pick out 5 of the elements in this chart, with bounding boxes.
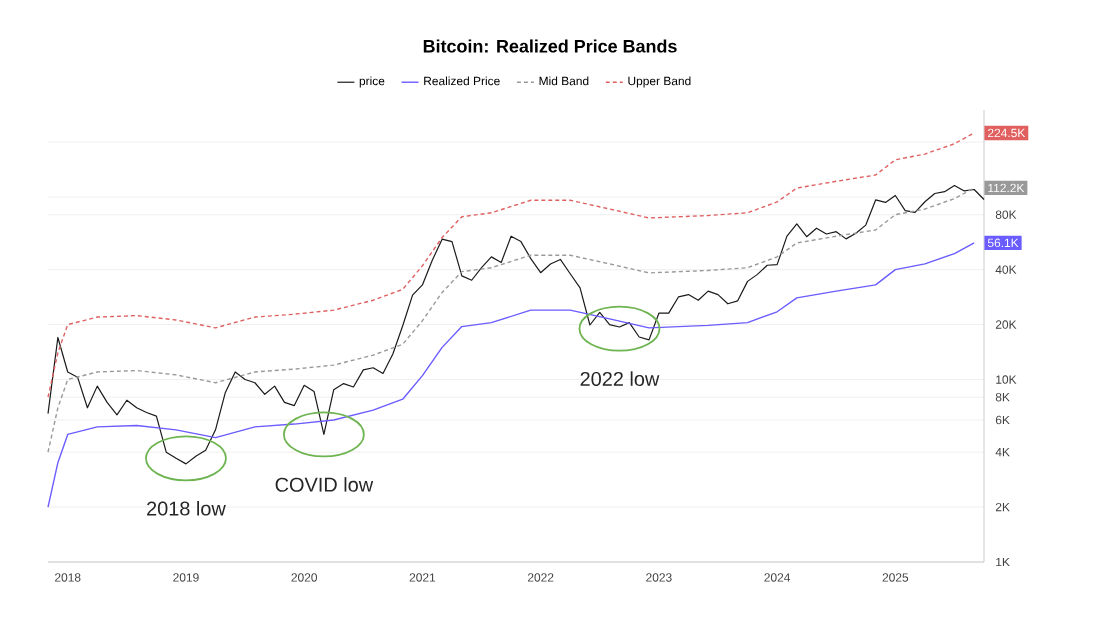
chart-title: Bitcoin: Realized Price Bands [423,39,677,53]
annotation: 2022 low [580,371,660,386]
line-series [47,132,975,398]
annotation: COVID low [275,477,374,492]
annotation: 2018 low [147,501,226,516]
